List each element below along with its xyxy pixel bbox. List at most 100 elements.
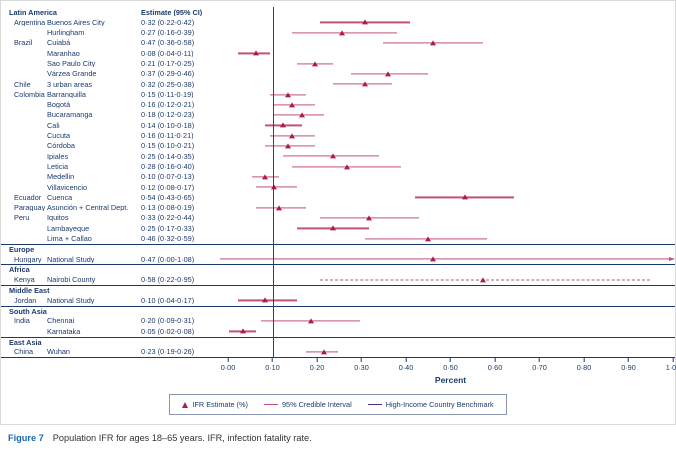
data-row: India Chennai 0·20 (0·09-0·31) [1, 316, 675, 326]
legend-label: IFR Estimate (%) [192, 400, 248, 410]
ifr-estimate-marker [321, 349, 328, 355]
plot-cell [220, 213, 673, 223]
ifr-estimate-marker [275, 205, 282, 211]
ifr-estimate-marker [330, 225, 337, 231]
location-label: Córdoba [47, 142, 75, 150]
country-label: Hungary [14, 255, 42, 263]
location-label: Chennai [47, 317, 75, 325]
location-label: Barranquilla [47, 90, 86, 99]
plot-cell [220, 110, 673, 120]
location-label: Bogotá [47, 101, 71, 109]
estimate-label: 0·10 (0·04-0·17) [141, 296, 195, 305]
plot-cell [220, 326, 673, 336]
plot-cell [220, 275, 673, 285]
tick-mark [227, 358, 229, 363]
location-label: 3 urban areas [47, 80, 93, 88]
location-label: Buenos Aires City [47, 18, 105, 27]
estimate-label: 0·25 (0·17-0·33) [141, 224, 195, 233]
axis-tick: 0·80 [577, 358, 591, 372]
plot-cell [220, 161, 673, 171]
location-label: Lima + Callao [47, 235, 92, 243]
ifr-estimate-marker [429, 256, 436, 262]
tick-label: 0·30 [354, 363, 369, 373]
plot-cell [220, 172, 673, 182]
ifr-estimate-marker [366, 215, 373, 221]
estimate-label: 0·18 (0·12-0·23) [141, 111, 195, 119]
region-label: Africa [9, 265, 30, 275]
region-header-row: Latin America Estimate (95% CI) [1, 7, 675, 17]
data-row: Hurlingham 0·27 (0·16-0·39) [1, 28, 675, 38]
ifr-estimate-marker [289, 102, 296, 108]
benchmark-line [272, 7, 274, 358]
axis-tick: 0·70 [532, 358, 547, 372]
country-label: Ecuador [14, 193, 42, 202]
ifr-estimate-marker [298, 112, 305, 118]
estimate-label: 0·12 (0·08-0·17) [141, 183, 195, 191]
axis-tick: 0·10 [265, 358, 280, 372]
legend-label: 95% Credible Interval [281, 400, 352, 410]
plot-cell [220, 182, 673, 192]
estimate-label: 0·05 (0·02-0·08) [141, 327, 195, 335]
data-row: Córdoba 0·15 (0·10-0·21) [1, 141, 675, 151]
estimate-label: 0·15 (0·10-0·21) [141, 142, 195, 150]
ifr-estimate-marker [461, 194, 468, 200]
estimate-label: 0·46 (0·32-0·59) [141, 235, 195, 243]
location-label: Karnataka [47, 327, 81, 335]
country-label: Colombia [14, 90, 45, 99]
data-row: Peru Iquitos 0·33 (0·22-0·44) [1, 213, 675, 223]
location-label: Hurlingham [47, 29, 85, 37]
triangle-symbol-icon [182, 401, 189, 408]
estimate-label: 0·54 (0·43-0·65) [141, 193, 195, 202]
location-label: Wuhan [47, 348, 70, 356]
ifr-estimate-marker [289, 133, 296, 139]
axis-tick: 0·40 [399, 358, 413, 372]
ifr-estimate-marker [425, 236, 432, 242]
estimate-label: 0·28 (0·16-0·40) [141, 162, 195, 171]
location-label: Lambayeque [47, 224, 90, 233]
location-label: Cuiabá [47, 39, 71, 47]
forest-plot-figure: Latin America Estimate (95% CI) Argentina B… [0, 0, 676, 443]
data-row: Jordan National Study 0·10 (0·04-0·17) [1, 295, 675, 305]
data-row: Ipiales 0·25 (0·14-0·35) [1, 151, 675, 161]
tick-mark [316, 358, 318, 363]
tick-label: 0·90 [621, 363, 636, 373]
plot-cell [220, 316, 673, 326]
plot-cell-spacer [220, 338, 673, 347]
country-label: Paraguay [14, 204, 46, 212]
x-axis: 0·00 0·10 0·20 0·30 0·40 0·50 0·60 0·70 0·80 0·90… [221, 358, 676, 375]
country-label: Chile [14, 80, 31, 88]
tick-mark [494, 358, 496, 363]
legend-item: 95% Credible Interval [263, 400, 352, 410]
ifr-estimate-marker [253, 50, 260, 56]
location-label: Asunción + Central Dept. [47, 204, 129, 212]
data-row: Ecuador Cuenca 0·54 (0·43-0·65) [1, 192, 675, 202]
plot-cell [220, 234, 673, 244]
axis-tick: 0·30 [354, 358, 369, 372]
tick-mark [583, 358, 585, 363]
tick-mark [360, 358, 362, 363]
estimate-label: 0·27 (0·16-0·39) [141, 29, 195, 37]
estimate-label: 0·14 (0·10-0·18) [141, 121, 195, 130]
tick-label: 0·70 [532, 363, 547, 373]
axis-tick: 1·00 [666, 358, 676, 372]
plot-cell [220, 100, 673, 110]
legend-item: IFR Estimate (%) [182, 400, 248, 409]
plot-cell-spacer [220, 265, 673, 274]
plot-cell-spacer [220, 307, 673, 316]
credible-interval-line [220, 258, 673, 260]
location-label: Medellin [47, 173, 75, 181]
data-row: Maranhao 0·08 (0·04-0·11) [1, 48, 675, 58]
tick-label: 0·00 [220, 363, 236, 373]
x-axis-label: Percent [434, 375, 467, 386]
data-row: Cali 0·14 (0·10-0·18) [1, 120, 675, 130]
plot-cell [220, 131, 673, 141]
plot-cell [220, 38, 673, 48]
plot-cell [220, 79, 673, 89]
ifr-estimate-marker [343, 163, 350, 169]
estimate-label: 0·21 (0·17-0·25) [141, 59, 195, 68]
region-header-row: East Asia [1, 336, 675, 347]
data-row: Bogotá 0·16 (0·12-0·21) [1, 100, 675, 110]
data-row: Karnataka 0·05 (0·02-0·08) [1, 326, 675, 336]
figure-label: Figure 7 [8, 433, 44, 444]
ifr-estimate-marker [429, 40, 436, 46]
